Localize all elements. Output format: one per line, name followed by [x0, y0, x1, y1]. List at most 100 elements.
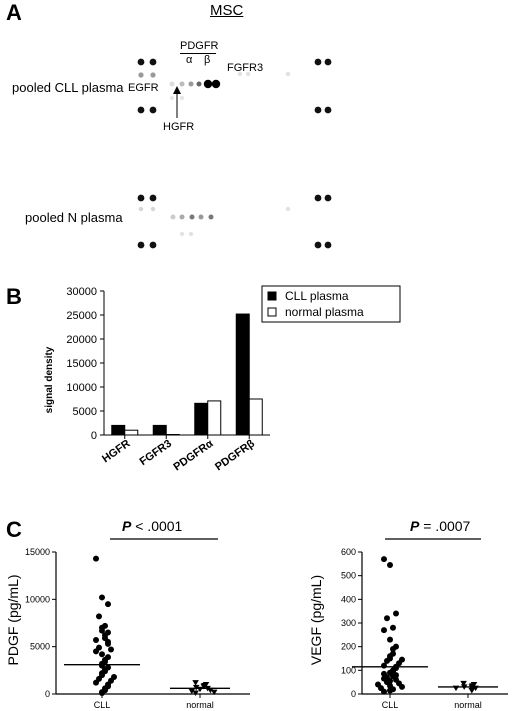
array-spot [208, 214, 214, 220]
bar-x-tick-label: FGFR3 [138, 438, 174, 469]
bar-y-tick-label: 20000 [66, 334, 97, 346]
reference-spot [149, 58, 157, 66]
data-point [460, 680, 467, 687]
data-point [192, 680, 199, 686]
data-point [99, 690, 105, 697]
dot-y-tick-label: 600 [341, 547, 356, 557]
reference-spot [137, 58, 145, 66]
bar-y-tick-label: 15000 [66, 358, 97, 370]
dot-y-tick-label: 5000 [30, 642, 50, 652]
dot-x-tick-label: normal [454, 700, 482, 710]
data-point [93, 637, 99, 644]
dot-y-tick-label: 300 [341, 618, 356, 628]
reference-spot [314, 194, 322, 202]
right-p-letter: P [410, 518, 420, 534]
array-spot [196, 81, 202, 87]
bar-chart: signal density 0 5000 10000 15000 20000 25000… [44, 285, 401, 473]
right-ylabel: VEGF (pg/mL) [308, 575, 324, 665]
data-point [93, 648, 99, 655]
dot-y-tick-label: 15000 [25, 547, 50, 557]
bar-x-tick-label: PDGFRα [172, 437, 216, 473]
array-spot [188, 81, 194, 87]
data-point [468, 687, 476, 694]
reference-spot [314, 106, 322, 114]
data-point [381, 627, 387, 634]
array-spot [179, 231, 185, 237]
bar-y-tick-label: 0 [91, 430, 97, 442]
legend-swatch-cll [267, 291, 277, 301]
dot-y-tick-label: 100 [341, 665, 356, 675]
egfr-spot [138, 72, 144, 78]
array-spot [237, 71, 243, 77]
hgfr-annotation: HGFR [163, 121, 195, 133]
data-point [105, 640, 111, 647]
array-spot [179, 214, 185, 220]
legend-label-cll: CLL plasma [285, 289, 349, 303]
dot-x-tick-label: CLL [94, 700, 111, 710]
reference-spot [324, 58, 332, 66]
bar-cll [111, 424, 126, 436]
data-point [99, 627, 105, 634]
reference-spot [149, 194, 157, 202]
bar-cll [194, 402, 209, 436]
bar-y-tick-label: 10000 [66, 382, 97, 394]
reference-spot [137, 241, 145, 249]
bar-x-tick-label: PDGFRβ [213, 437, 257, 473]
array-spot [169, 81, 175, 87]
data-point [384, 657, 390, 664]
array-spot [245, 71, 251, 77]
dot-y-tick-label: 200 [341, 642, 356, 652]
data-point [381, 662, 387, 669]
bar-normal [248, 398, 263, 436]
legend-label-normal: normal plasma [285, 305, 364, 319]
data-point [210, 689, 218, 696]
reference-spot [137, 194, 145, 202]
data-point [96, 613, 102, 620]
data-point [192, 690, 199, 697]
data-point [387, 562, 393, 569]
vegf-plot: 0 100 200 300 400 500 600 CLL normal [341, 547, 508, 710]
data-point [387, 636, 393, 643]
array-spot [285, 71, 291, 77]
bar-normal [165, 434, 180, 436]
pdgfrb-spot [211, 79, 221, 89]
array-spot [179, 81, 185, 87]
left-p-letter: P [122, 518, 132, 534]
data-point [105, 601, 111, 608]
bar-y-tick-label: 30000 [66, 286, 97, 298]
dot-x-tick-label: CLL [382, 700, 399, 710]
data-point [99, 594, 105, 601]
data-point [188, 688, 196, 695]
pdgfr-annotation: PDGFR [180, 40, 219, 52]
pdgfrb-spot [203, 79, 213, 89]
alpha-annotation: α [186, 54, 193, 66]
bar-marks [111, 313, 263, 436]
reference-spot [314, 58, 322, 66]
panel-b-letter: B [6, 284, 22, 309]
dot-plots: PDGF (pg/mL) VEGF (pg/mL) 05000100001500… [5, 538, 508, 710]
bar-ylabel: signal density [44, 346, 55, 413]
row1-label: pooled CLL plasma [12, 80, 124, 95]
pdgfr-bracket [180, 53, 216, 54]
beta-annotation: β [204, 54, 211, 66]
dot-y-tick-label: 400 [341, 594, 356, 604]
left-p-value: < .0001 [135, 518, 183, 534]
data-point [390, 646, 396, 653]
data-point [390, 624, 396, 631]
bar-y-tick-label: 25000 [66, 310, 97, 322]
reference-spot [149, 241, 157, 249]
dot-x-tick-label: normal [186, 700, 214, 710]
array-spot [198, 214, 204, 220]
panel-a-letter: A [6, 0, 22, 25]
array-spot [188, 231, 194, 237]
cll-blot [137, 58, 332, 114]
egfr-spot [150, 72, 156, 78]
bar-cll [235, 313, 250, 436]
data-point [387, 687, 393, 694]
array-spot [169, 95, 175, 101]
data-point [399, 683, 405, 690]
bar-cll [152, 424, 167, 436]
array-blots [137, 58, 332, 249]
data-point [381, 556, 387, 563]
reference-spot [324, 194, 332, 202]
